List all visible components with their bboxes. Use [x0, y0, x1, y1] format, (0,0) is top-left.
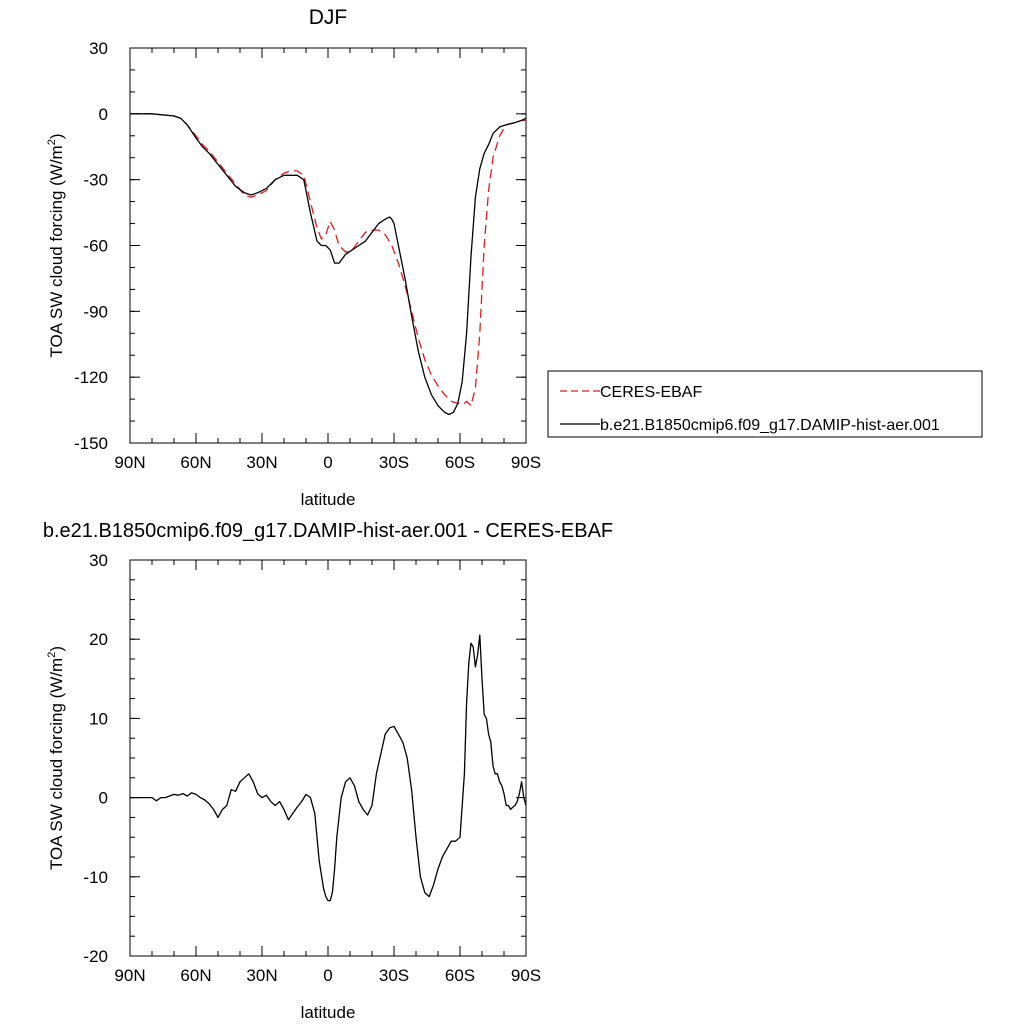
x-tick-label: 60S — [445, 453, 475, 472]
plot-frame — [129, 47, 527, 444]
legend: CERES-EBAF b.e21.B1850cmip6.f09_g17.DAMIP… — [547, 370, 983, 438]
series-line-1 — [130, 113, 526, 407]
legend-label-1: CERES-EBAF — [600, 384, 702, 401]
plot-frame — [129, 559, 527, 957]
y-tick-label: -30 — [83, 171, 108, 190]
x-tick-label: 30N — [246, 453, 277, 472]
series-line-1 — [130, 634, 526, 902]
chart-panel-2: b.e21.B1850cmip6.f09_g17.DAMIP-hist-aer.… — [43, 520, 613, 1022]
x-tick-label: 30S — [379, 966, 409, 985]
x-tick-label: 90N — [114, 966, 145, 985]
y-tick-label: -120 — [74, 368, 108, 387]
x-tick-label: 0 — [323, 453, 332, 472]
x-tick-label: 90N — [114, 453, 145, 472]
chart-panel-1: DJF 90N 60N 30N 0 30S 60S 90S 30 0 -30 -60 -90 -120 -1… — [46, 6, 983, 509]
x-tick-label: 90S — [511, 966, 541, 985]
x-tick-label: 30S — [379, 453, 409, 472]
y-tick-label: 20 — [89, 630, 108, 649]
x-tick-label: 30N — [246, 966, 277, 985]
x-tick-label: 0 — [323, 966, 332, 985]
y-tick-label: 10 — [89, 709, 108, 728]
x-tick-label: 60N — [180, 453, 211, 472]
x-tick-label: 60S — [445, 966, 475, 985]
y-tick-label: -10 — [83, 868, 108, 887]
series-line-2 — [130, 113, 526, 416]
chart-title: DJF — [309, 6, 348, 29]
y-tick-label: 30 — [89, 39, 108, 58]
x-tick-label: 90S — [511, 453, 541, 472]
y-tick-label: 0 — [99, 789, 108, 808]
x-axis-label: latitude — [301, 490, 356, 509]
y-axis-label: TOA SW cloud forcing (W/m2) — [46, 646, 66, 870]
y-tick-label: -150 — [74, 434, 108, 453]
y-tick-label: 0 — [99, 105, 108, 124]
y-axis-label: TOA SW cloud forcing (W/m2) — [46, 133, 66, 357]
chart-title: b.e21.B1850cmip6.f09_g17.DAMIP-hist-aer.… — [43, 520, 613, 542]
y-tick-label: 30 — [89, 551, 108, 570]
y-tick-label: -60 — [83, 237, 108, 256]
legend-box — [547, 370, 983, 438]
y-tick-label: -90 — [83, 302, 108, 321]
x-axis-label: latitude — [301, 1003, 356, 1022]
x-tick-label: 60N — [180, 966, 211, 985]
legend-label-2: b.e21.B1850cmip6.f09_g17.DAMIP-hist-aer.… — [600, 417, 940, 434]
y-tick-label: -20 — [83, 947, 108, 966]
